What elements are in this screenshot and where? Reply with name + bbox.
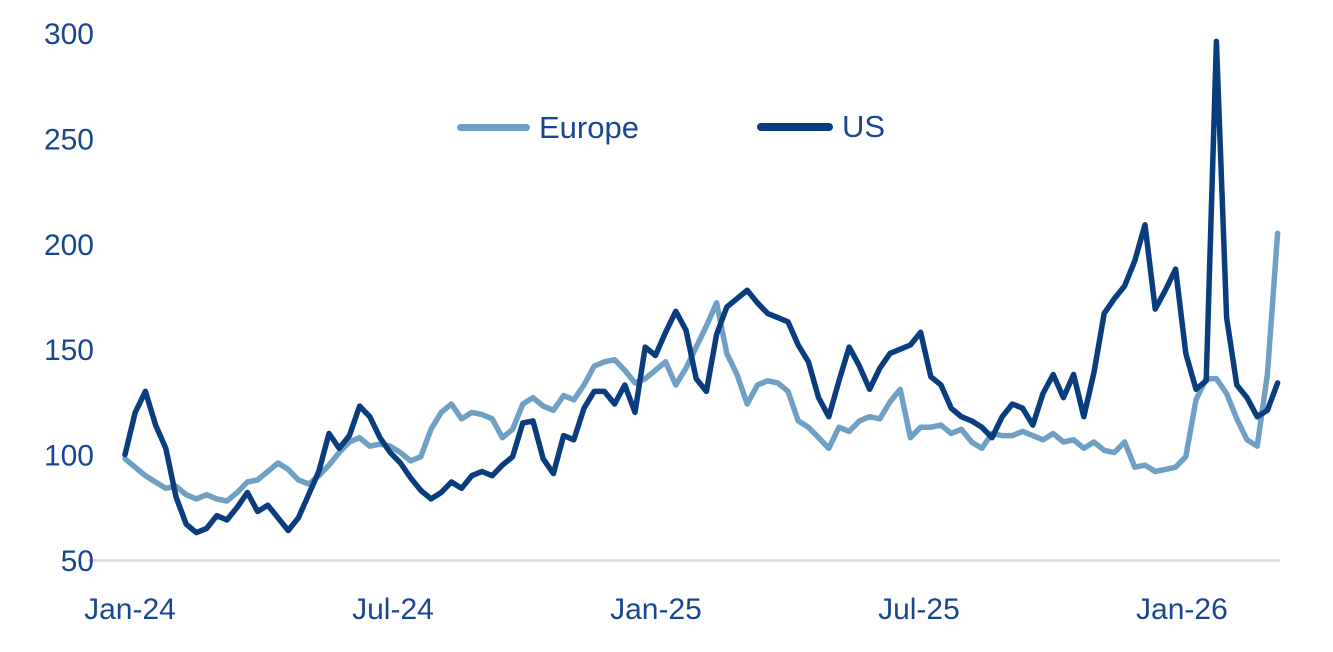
y-axis-tick-label: 200: [44, 229, 94, 262]
legend-item-europe: Europe: [457, 112, 639, 143]
y-axis-tick-label: 300: [44, 18, 94, 51]
legend-swatch-us: [757, 122, 833, 131]
x-axis-tick-label: Jul-25: [878, 593, 960, 626]
legend-item-us: US: [757, 111, 885, 142]
legend-swatch-europe: [457, 124, 530, 131]
y-axis-tick-label: 150: [44, 334, 94, 367]
x-axis-tick-label: Jan-25: [610, 593, 702, 626]
y-axis-tick-label: 50: [61, 545, 94, 578]
legend-label-us: US: [842, 109, 886, 144]
x-axis-tick-label: Jan-24: [84, 593, 176, 626]
x-axis-tick-label: Jul-24: [352, 593, 434, 626]
europe-series-line: [122, 230, 1281, 504]
y-axis-tick-label: 250: [44, 123, 94, 156]
y-axis-tick-label: 100: [44, 440, 94, 473]
us-series-line: [122, 38, 1281, 536]
x-axis-tick-label: Jan-26: [1136, 593, 1228, 626]
legend-label-europe: Europe: [539, 110, 639, 145]
